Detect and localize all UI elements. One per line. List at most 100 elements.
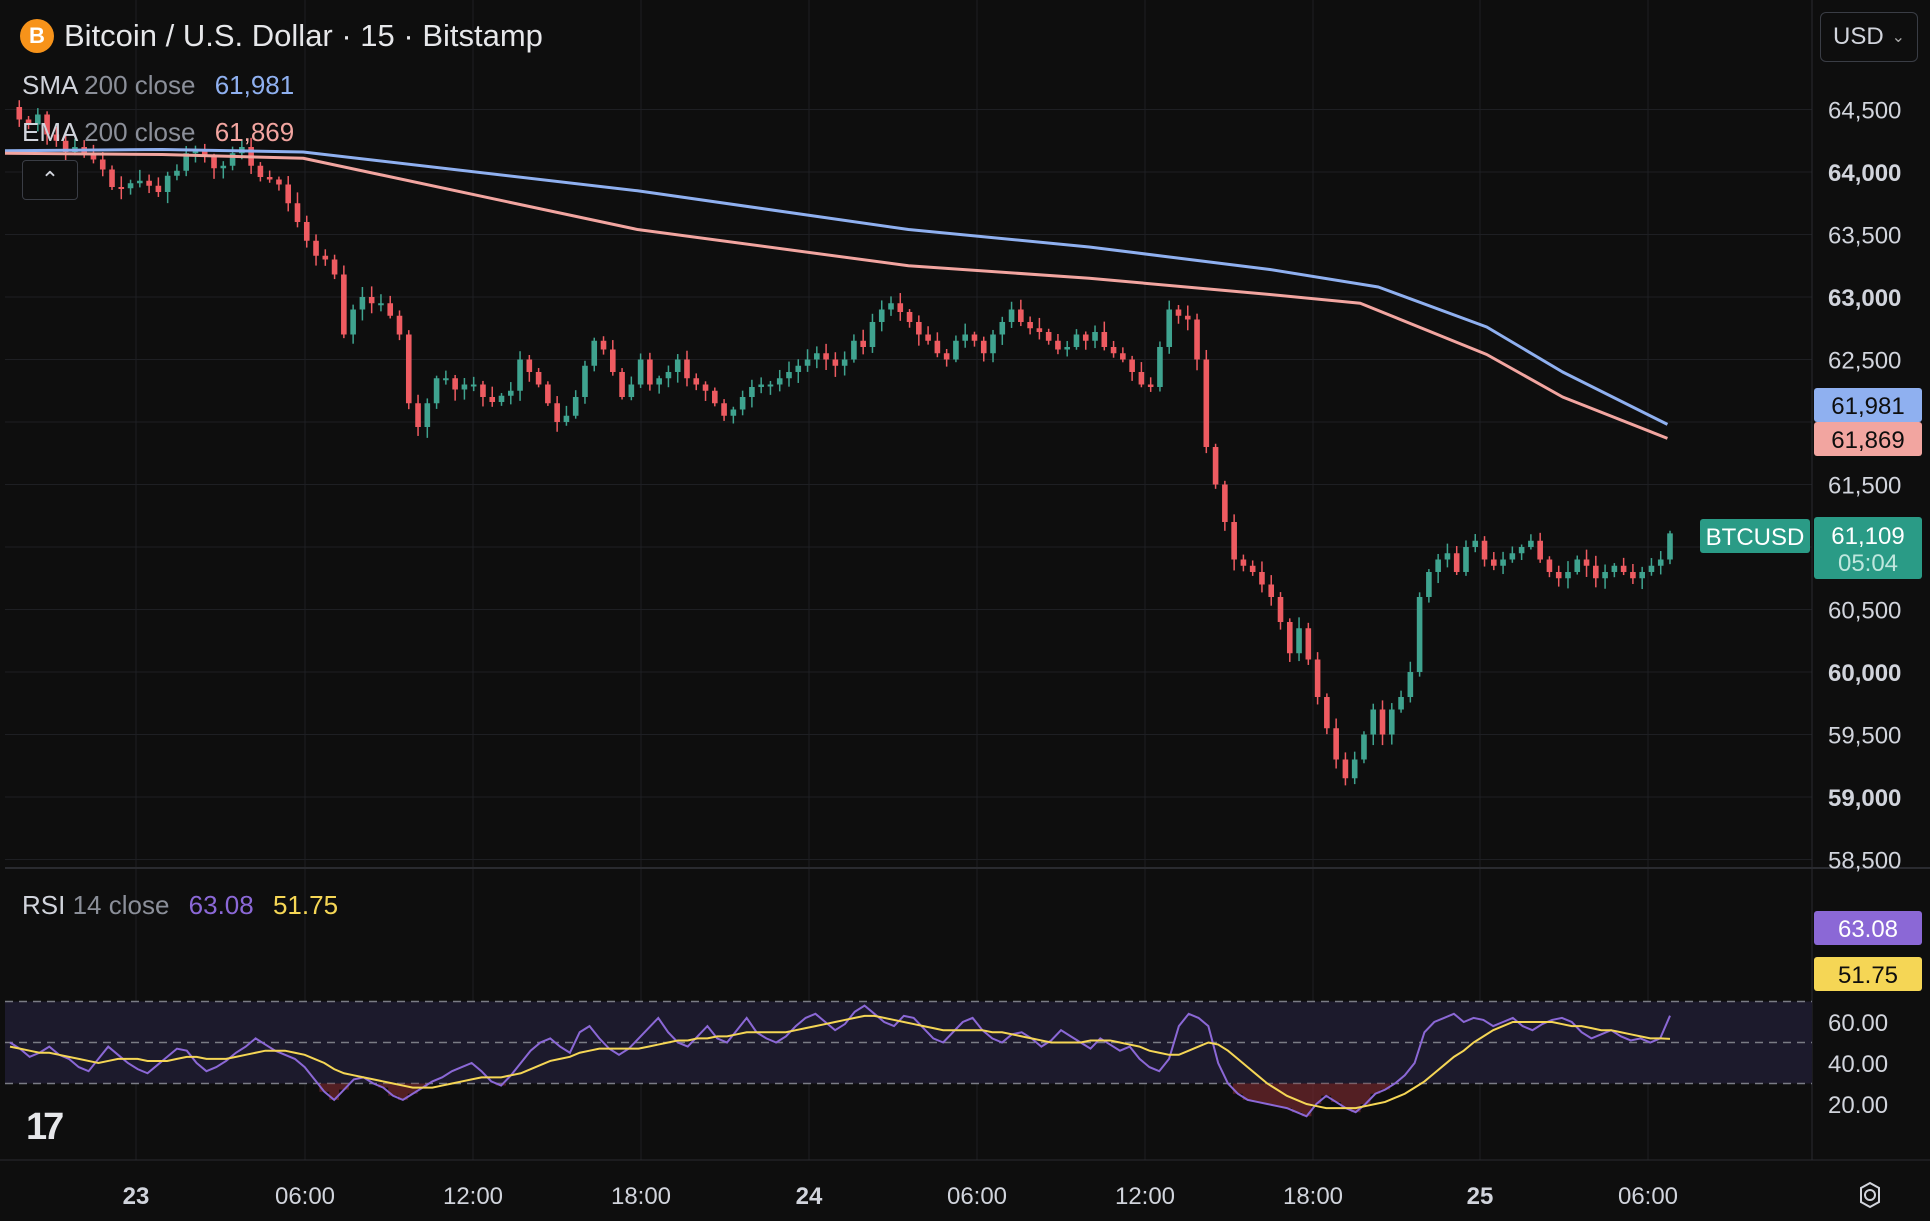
candle-down — [1583, 559, 1590, 566]
candle-up — [674, 359, 681, 372]
candle-down — [1555, 572, 1562, 579]
collapse-legend-button[interactable]: ⌃ — [22, 160, 78, 200]
candle-up — [127, 183, 134, 189]
time-axis-label: 24 — [796, 1183, 823, 1210]
sma-price-badge-text: 61,981 — [1831, 393, 1904, 420]
rsi-legend-name: RSI — [22, 890, 66, 920]
candle-up — [999, 322, 1006, 335]
candle-down — [62, 140, 69, 152]
candle-up — [878, 309, 885, 322]
candle-up — [1157, 347, 1163, 387]
candle-down — [906, 312, 913, 322]
price-axis-label: 58,500 — [1828, 848, 1901, 875]
candle-down — [916, 322, 922, 335]
symbol-tag-text: BTCUSD — [1706, 524, 1805, 551]
candle-up — [1472, 540, 1479, 547]
candle-down — [16, 107, 23, 120]
price-axis-label: 59,000 — [1828, 785, 1901, 812]
candle-down — [971, 334, 978, 341]
candle-down — [1268, 584, 1275, 597]
candle-up — [433, 378, 440, 404]
time-axis-label: 12:00 — [1115, 1183, 1175, 1210]
candle-down — [860, 340, 866, 347]
ema-price-badge-text: 61,869 — [1831, 427, 1904, 454]
rsi-ma-legend-value: 51.75 — [272, 890, 339, 920]
rsi-ma-badge-bg — [1814, 957, 1922, 991]
candle-down — [1055, 340, 1061, 350]
ema-price-badge-bg — [1814, 422, 1922, 456]
candle-up — [1463, 547, 1469, 572]
candle-down — [823, 353, 829, 360]
candle-up — [953, 340, 959, 360]
candle-up — [841, 359, 848, 366]
price-axis-label: 63,000 — [1828, 285, 1901, 312]
candle-up — [795, 365, 802, 372]
price-axis-label: 59,500 — [1828, 723, 1901, 750]
candle-up — [1398, 697, 1404, 710]
candle-up — [1667, 533, 1673, 560]
candle-down — [1120, 353, 1126, 360]
rsi-legend-value: 63.08 — [188, 890, 254, 920]
last-price-badge-text: 61,109 — [1831, 523, 1904, 550]
rsi-value-badge-bg — [1814, 911, 1922, 945]
candle-up — [1444, 553, 1451, 560]
candle-up — [767, 384, 774, 387]
time-axis-label: 18:00 — [611, 1183, 671, 1210]
candle-down — [322, 255, 329, 260]
candle-down — [980, 340, 987, 354]
candle-down — [1101, 332, 1108, 347]
candle-up — [776, 378, 783, 385]
time-axis-label: 23 — [123, 1183, 150, 1210]
sma-legend-value: 61,981 — [214, 70, 295, 100]
rsi-axis-label: 60.00 — [1828, 1010, 1888, 1037]
candle-down — [1027, 322, 1033, 329]
candle-down — [1537, 540, 1543, 560]
currency-select[interactable]: USD ⌄ — [1820, 12, 1918, 62]
candle-down — [526, 359, 533, 372]
time-axis-label: 06:00 — [947, 1183, 1007, 1210]
candle-down — [1259, 572, 1265, 585]
candle-down — [1379, 709, 1386, 735]
candle-down — [257, 165, 264, 177]
candle-up — [1602, 572, 1608, 579]
candle-down — [943, 353, 950, 360]
last-price-badge-bg — [1814, 517, 1922, 579]
candle-down — [452, 378, 458, 390]
candle-up — [749, 387, 755, 397]
candle-up — [1435, 559, 1441, 572]
candle-up — [1426, 572, 1432, 597]
chevron-up-icon: ⌃ — [40, 167, 60, 192]
candle-down — [294, 203, 301, 222]
ema-legend-value: 61,869 — [214, 117, 295, 147]
candle-down — [1175, 309, 1182, 316]
time-axis-label: 12:00 — [443, 1183, 503, 1210]
candle-up — [1528, 540, 1534, 547]
candle-up — [1064, 347, 1071, 350]
price-axis-label: 64,000 — [1828, 160, 1901, 187]
ema-legend[interactable]: EMA 200 close 61,869 — [22, 117, 294, 148]
sma-price-badge-bg — [1814, 388, 1922, 422]
candle-down — [1138, 372, 1145, 385]
time-axis-label: 06:00 — [1618, 1183, 1678, 1210]
price-axis-label: 60,500 — [1828, 598, 1901, 625]
chart-title[interactable]: B Bitcoin / U.S. Dollar · 15 · Bitstamp — [20, 18, 543, 54]
rsi-legend[interactable]: RSI 14 close 63.08 51.75 — [22, 890, 338, 921]
chevron-down-icon: ⌄ — [1891, 29, 1905, 46]
candle-up — [378, 303, 384, 306]
rsi-axis-label: 20.00 — [1828, 1092, 1888, 1119]
symbol-tag-bg — [1700, 519, 1810, 553]
candle-down — [693, 378, 700, 385]
time-axis-label: 06:00 — [275, 1183, 335, 1210]
candle-up — [517, 359, 523, 391]
candle-down — [211, 157, 217, 169]
currency-value: USD — [1833, 23, 1884, 50]
sma-legend[interactable]: SMA 200 close 61,981 — [22, 70, 294, 101]
candle-down — [1184, 315, 1191, 320]
candle-down — [1593, 565, 1599, 579]
candle-up — [1657, 559, 1664, 566]
symbol-title: Bitcoin / U.S. Dollar · 15 · Bitstamp — [64, 18, 543, 53]
candle-up — [962, 334, 968, 341]
candle-up — [470, 384, 477, 387]
settings-gear-icon[interactable] — [1855, 1180, 1885, 1210]
